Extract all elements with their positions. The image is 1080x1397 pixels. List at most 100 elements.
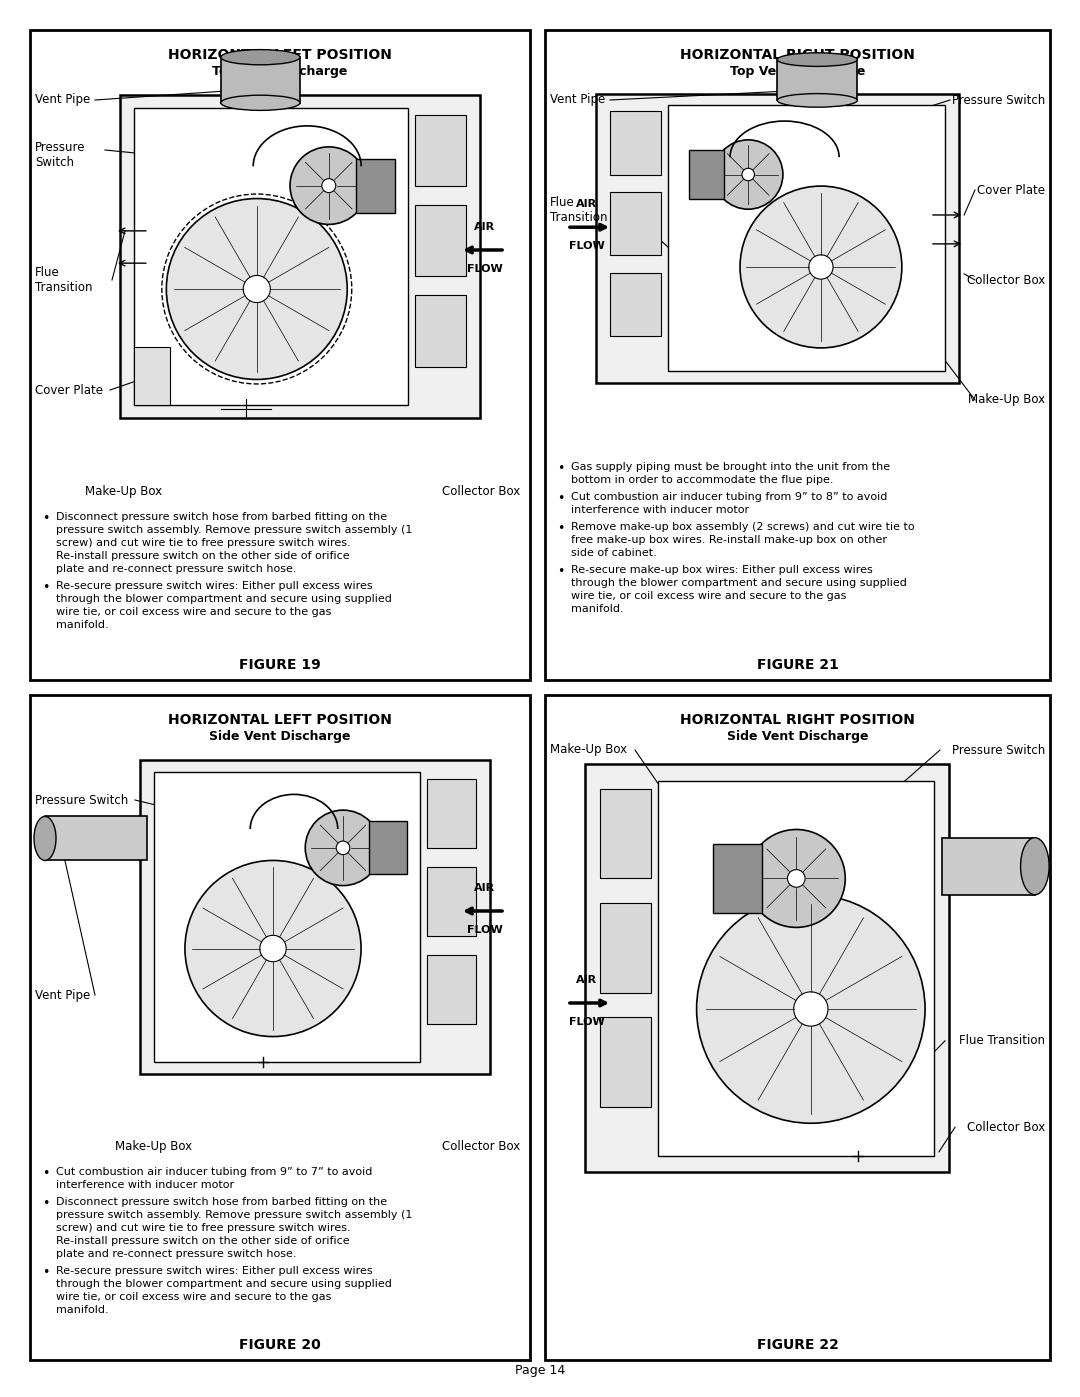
Text: •: • (42, 1266, 50, 1280)
Bar (134, 108, 408, 405)
Text: Collector Box: Collector Box (442, 485, 519, 497)
Text: FLOW: FLOW (569, 1017, 605, 1027)
Circle shape (243, 275, 270, 303)
Bar (585, 764, 949, 1172)
Text: wire tie, or coil excess wire and secure to the gas: wire tie, or coil excess wire and secure… (571, 591, 847, 601)
Text: Re-install pressure switch on the other side of orifice: Re-install pressure switch on the other … (56, 550, 350, 562)
Text: Flue Transition: Flue Transition (959, 1034, 1045, 1048)
Text: Side Vent Discharge: Side Vent Discharge (727, 731, 868, 743)
Bar (778, 60, 858, 101)
Text: manifold.: manifold. (56, 1305, 109, 1315)
Circle shape (697, 894, 926, 1123)
Text: FLOW: FLOW (569, 242, 605, 251)
Text: AIR: AIR (474, 883, 496, 893)
Circle shape (166, 198, 348, 380)
Bar (600, 1017, 651, 1106)
Text: free make-up box wires. Re-install make-up box on other: free make-up box wires. Re-install make-… (571, 535, 887, 545)
Text: FLOW: FLOW (468, 925, 503, 935)
Bar (427, 778, 476, 848)
Text: HORIZONTAL LEFT POSITION: HORIZONTAL LEFT POSITION (168, 712, 392, 726)
Text: side of cabinet.: side of cabinet. (571, 548, 657, 557)
Circle shape (787, 869, 805, 887)
Text: Cut combustion air inducer tubing from 9” to 8” to avoid: Cut combustion air inducer tubing from 9… (571, 492, 888, 502)
Circle shape (794, 992, 828, 1027)
Text: FIGURE 20: FIGURE 20 (239, 1338, 321, 1352)
Text: Pressure Switch: Pressure Switch (35, 793, 129, 806)
Text: Disconnect pressure switch hose from barbed fitting on the: Disconnect pressure switch hose from bar… (56, 1197, 387, 1207)
Text: screw) and cut wire tie to free pressure switch wires.: screw) and cut wire tie to free pressure… (56, 1222, 351, 1234)
Text: Flue
Transition: Flue Transition (35, 265, 93, 293)
Bar (610, 110, 661, 175)
Bar (427, 866, 476, 936)
Text: FLOW: FLOW (468, 264, 503, 274)
Text: Re-secure pressure switch wires: Either pull excess wires: Re-secure pressure switch wires: Either … (56, 581, 373, 591)
Text: wire tie, or coil excess wire and secure to the gas: wire tie, or coil excess wire and secure… (56, 1292, 332, 1302)
Bar (30, 694, 530, 1361)
Text: Re-secure pressure switch wires: Either pull excess wires: Re-secure pressure switch wires: Either … (56, 1266, 373, 1275)
Text: HORIZONTAL LEFT POSITION: HORIZONTAL LEFT POSITION (168, 47, 392, 61)
Text: •: • (557, 564, 565, 578)
Text: AIR: AIR (577, 200, 597, 210)
Text: Make-Up Box: Make-Up Box (85, 485, 162, 497)
Bar (415, 205, 465, 277)
Bar (427, 954, 476, 1024)
Text: Pressure Switch: Pressure Switch (951, 94, 1045, 106)
Bar (713, 844, 762, 912)
Circle shape (260, 935, 286, 961)
Text: Cover Plate: Cover Plate (35, 384, 103, 397)
Bar (610, 191, 661, 256)
Text: FIGURE 21: FIGURE 21 (757, 658, 838, 672)
Bar (658, 781, 934, 1155)
Text: FIGURE 22: FIGURE 22 (757, 1338, 838, 1352)
Text: AIR: AIR (474, 222, 496, 232)
Text: •: • (42, 1197, 50, 1210)
Text: Gas supply piping must be brought into the unit from the: Gas supply piping must be brought into t… (571, 462, 890, 472)
Text: plate and re-connect pressure switch hose.: plate and re-connect pressure switch hos… (56, 564, 297, 574)
Text: FIGURE 19: FIGURE 19 (239, 658, 321, 672)
Bar (134, 346, 171, 405)
Text: •: • (557, 522, 565, 535)
Bar (545, 694, 1050, 1361)
Text: interference with inducer motor: interference with inducer motor (56, 1180, 234, 1190)
Text: AIR: AIR (577, 975, 597, 985)
Text: Disconnect pressure switch hose from barbed fitting on the: Disconnect pressure switch hose from bar… (56, 511, 387, 522)
Text: wire tie, or coil excess wire and secure to the gas: wire tie, or coil excess wire and secure… (56, 608, 332, 617)
Text: Flue
Transition: Flue Transition (550, 196, 607, 224)
Text: Collector Box: Collector Box (442, 1140, 519, 1153)
Text: plate and re-connect pressure switch hose.: plate and re-connect pressure switch hos… (56, 1249, 297, 1259)
Text: •: • (557, 462, 565, 475)
Bar (140, 760, 490, 1074)
Bar (600, 902, 651, 993)
Text: Cover Plate: Cover Plate (977, 183, 1045, 197)
Text: Pressure
Switch: Pressure Switch (35, 141, 85, 169)
Bar (220, 57, 300, 103)
Text: •: • (42, 511, 50, 525)
Text: Page 14: Page 14 (515, 1363, 565, 1377)
Circle shape (291, 147, 367, 225)
Text: bottom in order to accommodate the flue pipe.: bottom in order to accommodate the flue … (571, 475, 834, 485)
Text: through the blower compartment and secure using supplied: through the blower compartment and secur… (56, 594, 392, 604)
Bar (120, 95, 480, 418)
Bar (154, 773, 420, 1062)
Text: screw) and cut wire tie to free pressure switch wires.: screw) and cut wire tie to free pressure… (56, 538, 351, 548)
Text: Side Vent Discharge: Side Vent Discharge (210, 731, 351, 743)
Circle shape (336, 841, 350, 855)
Text: interference with inducer motor: interference with inducer motor (571, 504, 750, 515)
Text: HORIZONTAL RIGHT POSITION: HORIZONTAL RIGHT POSITION (680, 712, 915, 726)
Bar (595, 94, 959, 383)
Text: Pressure Switch: Pressure Switch (951, 743, 1045, 757)
Circle shape (714, 140, 783, 210)
Bar (669, 105, 945, 372)
Ellipse shape (778, 94, 858, 108)
Bar (415, 115, 465, 186)
Text: Collector Box: Collector Box (967, 1120, 1045, 1134)
Circle shape (185, 861, 361, 1037)
Ellipse shape (778, 53, 858, 67)
Text: Vent Pipe: Vent Pipe (35, 989, 91, 1002)
Text: Re-install pressure switch on the other side of orifice: Re-install pressure switch on the other … (56, 1236, 350, 1246)
Bar (610, 272, 661, 337)
Circle shape (740, 186, 902, 348)
Text: •: • (42, 581, 50, 594)
Bar (942, 838, 1035, 894)
Text: Make-Up Box: Make-Up Box (550, 743, 627, 757)
